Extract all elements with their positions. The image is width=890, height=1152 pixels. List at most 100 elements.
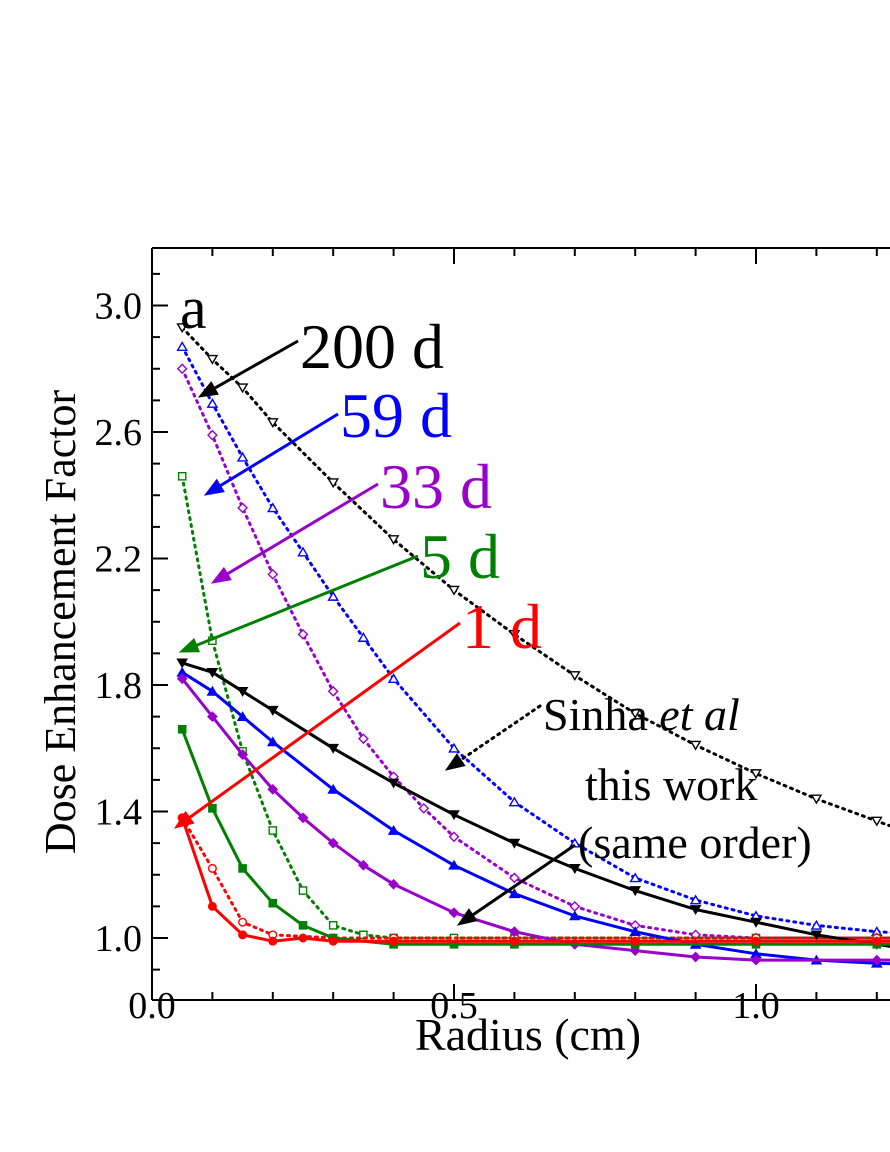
data-point-sinha_59 bbox=[810, 919, 823, 930]
data-point-sinha_59 bbox=[176, 341, 189, 351]
y-tick-label: 1.4 bbox=[95, 792, 143, 834]
data-point-sinha_1 bbox=[207, 863, 217, 873]
series-layer bbox=[176, 323, 890, 968]
data-point-this_59 bbox=[629, 926, 642, 937]
data-point-this_200 bbox=[236, 686, 249, 697]
x-tick-label: 1.0 bbox=[732, 985, 780, 1027]
data-point-sinha_59 bbox=[327, 590, 340, 601]
data-point-sinha_59 bbox=[448, 742, 460, 753]
data-point-this_200 bbox=[689, 905, 702, 916]
data-point-sinha_200 bbox=[236, 383, 249, 394]
data-point-sinha_33 bbox=[176, 363, 188, 375]
data-point-sinha_33 bbox=[448, 831, 460, 843]
data-point-sinha_33 bbox=[418, 802, 430, 814]
data-point-this_1 bbox=[509, 936, 519, 946]
arrow-59d-head bbox=[203, 478, 225, 496]
data-point-sinha_33 bbox=[569, 900, 581, 912]
arrow-1d-shaft bbox=[188, 621, 461, 819]
series-line-sinha_33 bbox=[180, 367, 890, 940]
data-point-sinha_200 bbox=[750, 769, 762, 780]
data-point-this_1 bbox=[268, 936, 278, 946]
data-point-this_33 bbox=[750, 954, 762, 966]
data-point-this_200 bbox=[568, 864, 581, 874]
data-point-this_33 bbox=[176, 673, 188, 685]
annotation-this-work: this work bbox=[585, 759, 758, 810]
data-point-this_200 bbox=[448, 810, 460, 821]
data-point-sinha_59 bbox=[206, 398, 219, 408]
data-point-this_5 bbox=[268, 898, 278, 908]
arrow-33d-shaft bbox=[226, 482, 379, 576]
data-point-this_5 bbox=[238, 864, 247, 873]
data-point-this_33 bbox=[207, 711, 218, 723]
arrow-33d-head bbox=[210, 566, 232, 584]
data-point-this_5 bbox=[208, 804, 217, 813]
series-line-sinha_200 bbox=[180, 326, 890, 828]
data-point-this_33 bbox=[297, 812, 309, 824]
data-point-sinha_33 bbox=[207, 429, 218, 441]
arrow-5d-shaft bbox=[196, 554, 419, 647]
arrow-59d bbox=[203, 412, 339, 496]
annotation-same-order: (same order) bbox=[578, 817, 812, 868]
data-point-this_59 bbox=[327, 783, 340, 794]
data-point-sinha_33 bbox=[509, 872, 520, 884]
y-tick-label: 2.6 bbox=[95, 412, 143, 454]
data-point-sinha_33 bbox=[237, 502, 248, 514]
y-tick-label: 2.2 bbox=[95, 539, 143, 581]
data-point-this_200 bbox=[327, 743, 340, 754]
data-point-this_1 bbox=[872, 936, 882, 946]
arrow-1d-head bbox=[173, 810, 195, 829]
data-point-this_200 bbox=[810, 930, 823, 941]
data-point-sinha_59 bbox=[508, 796, 521, 807]
data-point-sinha_33 bbox=[297, 629, 309, 640]
data-point-this_200 bbox=[508, 838, 521, 849]
series-this_33 bbox=[176, 673, 890, 966]
data-point-this_33 bbox=[237, 749, 248, 760]
arrow-sinha-shaft bbox=[459, 704, 542, 762]
x-axis-label: Radius (cm) bbox=[415, 1009, 641, 1060]
arrow-1d bbox=[173, 621, 461, 829]
annotation-sinha-name: Sinha bbox=[543, 689, 659, 740]
annotation-59d: 59 d bbox=[340, 380, 452, 451]
data-point-sinha_5 bbox=[328, 921, 338, 930]
axes-layer: 0.00.51.01.52.01.01.41.82.22.63.0 bbox=[95, 247, 890, 1027]
data-point-this_1 bbox=[389, 936, 399, 946]
data-point-sinha_5 bbox=[177, 471, 187, 481]
data-point-sinha_5 bbox=[268, 826, 278, 835]
arrow-200d-shaft bbox=[213, 339, 299, 390]
data-point-sinha_59 bbox=[266, 502, 279, 513]
data-point-sinha_200 bbox=[448, 585, 460, 596]
data-point-sinha_200 bbox=[327, 478, 340, 489]
arrow-5d-head bbox=[178, 637, 201, 653]
data-point-this_59 bbox=[387, 824, 400, 835]
data-point-this_33 bbox=[358, 859, 369, 871]
data-point-this_200 bbox=[387, 778, 400, 789]
series-line-sinha_1 bbox=[180, 816, 890, 940]
arrow-200d bbox=[197, 339, 299, 398]
data-point-this_1 bbox=[298, 933, 308, 943]
annotation-5d: 5 d bbox=[420, 521, 500, 592]
data-point-this_200 bbox=[176, 658, 189, 669]
y-tick-label: 1.8 bbox=[95, 665, 143, 707]
data-point-this_1 bbox=[328, 936, 338, 946]
data-point-sinha_200 bbox=[508, 630, 521, 640]
data-point-this_59 bbox=[236, 711, 249, 722]
annotation-200d: 200 d bbox=[300, 311, 444, 382]
arrow-this-work-shaft bbox=[472, 843, 576, 917]
data-point-this_1 bbox=[238, 930, 248, 940]
data-point-sinha_200 bbox=[387, 535, 400, 546]
annotation-33d: 33 d bbox=[380, 451, 492, 522]
data-point-this_33 bbox=[388, 878, 399, 890]
data-point-this_5 bbox=[177, 724, 187, 734]
data-point-sinha_5 bbox=[298, 886, 308, 895]
arrow-sinha-head bbox=[444, 753, 466, 771]
arrow-this-work-head bbox=[456, 908, 478, 926]
arrow-this-work bbox=[456, 843, 576, 926]
y-tick-label: 3.0 bbox=[95, 286, 143, 328]
x-tick-label: 0.5 bbox=[430, 985, 478, 1027]
data-point-sinha_1 bbox=[238, 917, 248, 927]
data-point-sinha_200 bbox=[870, 816, 883, 827]
data-point-sinha_200 bbox=[810, 794, 823, 805]
data-point-sinha_59 bbox=[297, 546, 309, 557]
data-point-sinha_59 bbox=[357, 632, 370, 642]
